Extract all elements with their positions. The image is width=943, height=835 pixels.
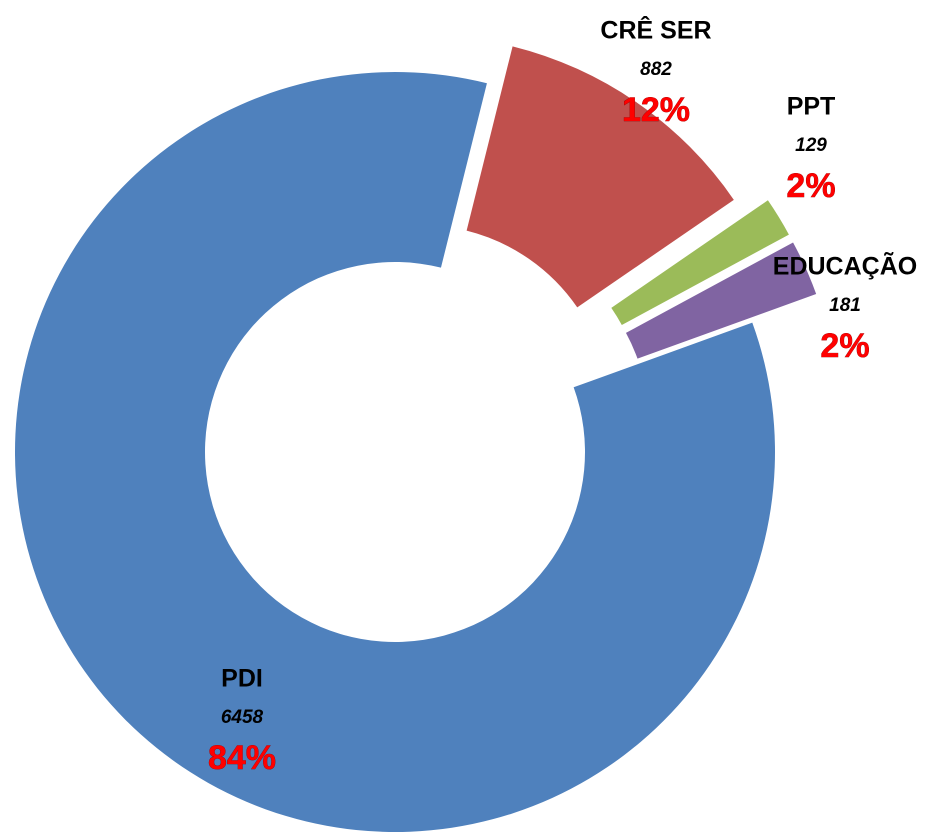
category-label: PPT xyxy=(787,93,836,121)
value-label: 129 xyxy=(795,135,827,156)
donut-slice xyxy=(625,242,817,359)
category-label: CRÊ SER xyxy=(600,15,711,45)
donut-slice xyxy=(611,200,789,326)
donut-slice xyxy=(466,46,734,308)
donut-slice xyxy=(15,71,776,832)
value-label: 6458 xyxy=(221,707,264,728)
percent-label: 84% xyxy=(208,739,276,777)
category-label: EDUCAÇÃO xyxy=(773,251,917,281)
category-label: PDI xyxy=(221,665,263,693)
value-label: 882 xyxy=(640,59,672,80)
value-label: 181 xyxy=(829,295,861,316)
percent-label: 2% xyxy=(786,167,835,205)
percent-label: 12% xyxy=(622,91,690,129)
percent-label: 2% xyxy=(820,327,869,365)
